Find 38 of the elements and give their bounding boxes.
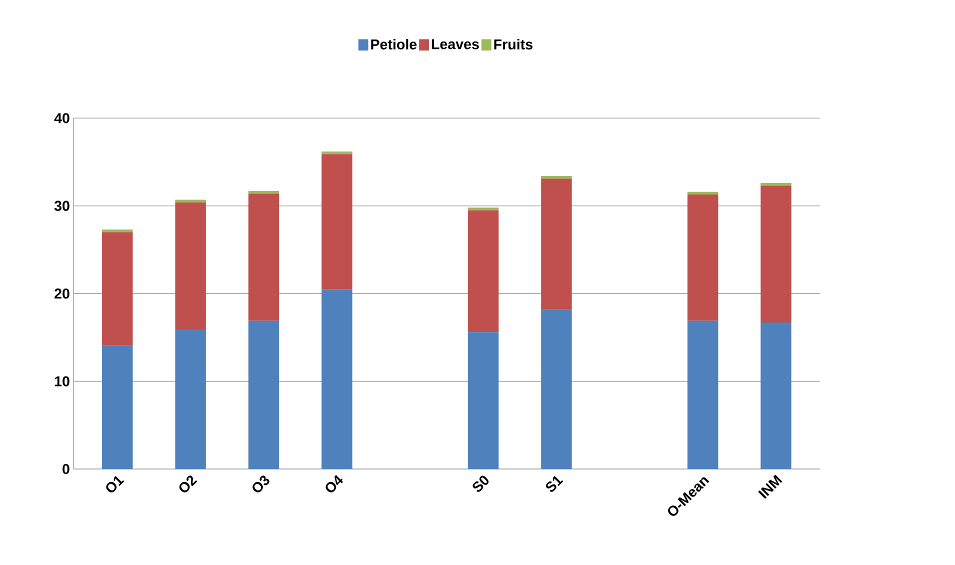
bar <box>760 186 792 322</box>
bar <box>760 322 792 469</box>
bar <box>175 200 206 202</box>
bar <box>760 183 792 186</box>
bar <box>541 178 572 310</box>
y-tick-label: 40 <box>54 113 70 124</box>
bar <box>541 176 572 179</box>
y-tick-label: 30 <box>54 200 70 211</box>
bar <box>248 194 280 321</box>
bar <box>102 230 133 232</box>
bar <box>248 320 280 469</box>
x-tick-label: O1 <box>106 476 124 492</box>
bar <box>248 190 280 194</box>
bar <box>687 192 718 194</box>
bar <box>322 151 352 154</box>
x-tick-label: S0 <box>472 476 489 492</box>
bar <box>687 320 718 469</box>
bar <box>468 332 499 469</box>
bar <box>102 345 133 469</box>
y-tick-label: 10 <box>54 376 70 386</box>
y-tick-label: 0 <box>62 464 70 474</box>
legend-label: Petiole <box>371 38 417 50</box>
bar <box>687 194 718 321</box>
legend-label: Leaves <box>432 39 479 50</box>
legend-label: Fruits <box>494 38 532 50</box>
x-tick-label: O3 <box>252 476 270 492</box>
bar <box>468 210 499 332</box>
bar <box>102 232 133 346</box>
bar <box>322 154 352 290</box>
x-tick-label: S1 <box>546 476 564 492</box>
bar <box>468 208 499 210</box>
bar <box>322 289 352 469</box>
y-tick-label: 20 <box>54 288 70 299</box>
bar <box>175 202 206 330</box>
bar <box>175 330 206 469</box>
x-tick-label: O4 <box>326 475 343 492</box>
bar <box>541 309 572 469</box>
x-tick-label: O2 <box>179 476 198 492</box>
